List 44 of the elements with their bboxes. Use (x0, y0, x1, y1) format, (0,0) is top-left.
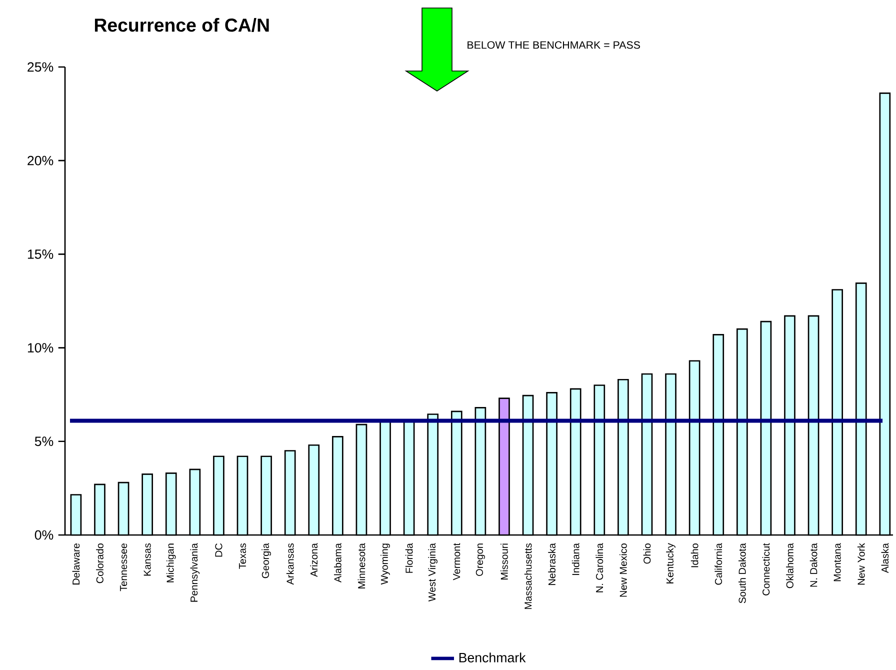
x-tick-label: Arkansas (286, 543, 294, 585)
x-tick-label: Texas (239, 543, 246, 569)
legend-label: Benchmark (459, 652, 526, 662)
x-tick-label: Kentucky (666, 543, 676, 584)
x-tick-label: Oregon (476, 544, 485, 576)
y-tick-label: 20% (28, 156, 54, 166)
x-tick-label: Georgia (262, 543, 271, 578)
x-tick-label: Indiana (572, 543, 580, 575)
chart-title: Recurrence of CA/N (94, 18, 269, 32)
x-tick-label: Alaska (881, 543, 889, 574)
x-tick-label: Florida (405, 543, 413, 573)
x-tick-label: Minnesota (358, 543, 366, 588)
x-tick-label: Colorado (96, 543, 104, 584)
x-tick-label: Oklahoma (786, 543, 794, 588)
x-tick-label: New Mexico (620, 543, 627, 597)
x-tick-label: Tennessee (120, 543, 128, 592)
x-tick-label: Kansas (144, 543, 151, 576)
x-tick-label: California (714, 543, 722, 585)
y-tick-label: 5% (34, 436, 54, 446)
x-tick-label: Wyoming (380, 544, 390, 585)
x-tick-label: N. Carolina (596, 543, 604, 592)
x-tick-label: Arizona (310, 543, 318, 577)
x-tick-label: DC (215, 543, 222, 557)
y-tick-label: 25% (28, 62, 54, 72)
x-tick-label: Vermont (453, 543, 460, 580)
x-tick-label: Pennsylvania (190, 543, 200, 602)
x-tick-label: West Virginia (428, 543, 438, 602)
x-tick-label: Massachusetts (524, 543, 532, 609)
x-tick-label: South Dakota (738, 543, 746, 604)
x-tick-label: Idaho (690, 543, 698, 568)
y-tick-label: 10% (28, 343, 54, 353)
x-tick-label: Nebraska (548, 543, 556, 586)
x-tick-label: Montana (834, 543, 841, 582)
x-tick-label: New York (857, 543, 865, 585)
x-tick-label: N. Dakota (810, 543, 818, 587)
x-tick-label: Ohio (643, 543, 651, 564)
x-tick-label: Connecticut (762, 543, 770, 596)
x-tick-label: Delaware (72, 543, 80, 584)
y-tick-label: 0% (34, 530, 54, 540)
x-tick-label: Michigan (166, 544, 176, 582)
x-tick-label: Alabama (334, 543, 342, 582)
text: BELOW THE BENCHMARK = PASS (468, 41, 640, 49)
y-tick-label: 15% (28, 249, 54, 259)
x-tick-label: Missouri (500, 544, 508, 580)
